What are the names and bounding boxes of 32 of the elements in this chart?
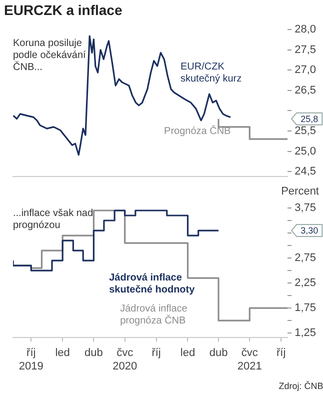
text: 3,30 <box>300 226 318 236</box>
y-tick-label: 2,25 <box>294 277 316 290</box>
x-tick-label: čvc 2020 <box>112 347 138 372</box>
x-tick-label: říj <box>276 347 286 360</box>
x-tick-label: led <box>55 347 70 360</box>
series-label: EUR/CZK skutečný kurz <box>180 62 242 85</box>
y-axis-title: Percent <box>281 186 319 198</box>
y-tick-label: 24,5 <box>294 166 316 178</box>
text: Zdroj: ČNB <box>278 380 323 391</box>
y-tick-label: 3,75 <box>294 202 316 214</box>
text: 25,8 <box>300 114 318 124</box>
x-tick-label: čvc 2021 <box>237 347 262 372</box>
series-label: Prognóza ČNB <box>164 125 232 138</box>
chart-title: EURCZK a inflace <box>4 2 122 18</box>
y-tick-label: 1,75 <box>294 302 316 314</box>
y-tick-label: 1,25 <box>294 327 316 340</box>
y-tick-label: 26,5 <box>294 84 316 96</box>
y-tick-label: 27,5 <box>294 44 316 56</box>
series-label: Jádrová inflace skutečné hodnoty <box>109 272 196 296</box>
x-tick-label: dub <box>209 347 228 360</box>
y-tick-label: 2,75 <box>294 252 316 264</box>
y-tick-label: 25,0 <box>294 145 316 158</box>
x-tick-label: led <box>180 347 196 360</box>
y-tick-label: 25,5 <box>294 125 316 138</box>
x-tick-label: říj <box>152 347 161 360</box>
x-tick-label: dub <box>84 347 103 360</box>
y-tick-label: 27,0 <box>294 64 316 76</box>
x-tick-label: říj 2019 <box>18 347 44 372</box>
annotation: Koruna posiluje podle očekávání ČNB... <box>13 38 86 74</box>
annotation: ...inflace však nad prognózou <box>13 208 94 231</box>
text: Jádrová inflace prognóza ČNB <box>120 304 188 327</box>
y-tick-label: 28,0 <box>294 24 316 36</box>
